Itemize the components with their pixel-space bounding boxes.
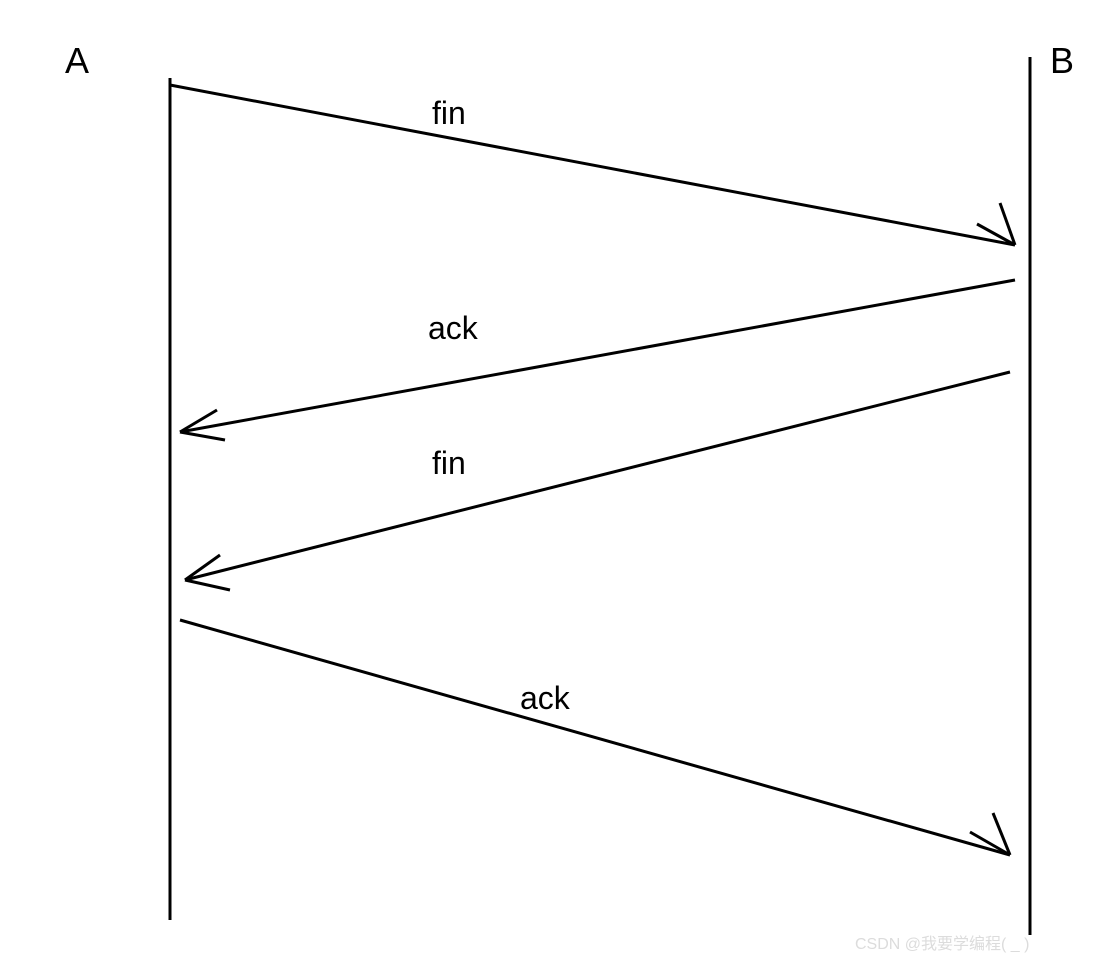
arrow-ack-2-line	[180, 620, 1010, 855]
arrow-fin-2-line	[185, 372, 1010, 580]
watermark-text: CSDN @我要学编程( _ )	[855, 930, 1029, 954]
message-label-fin-2: fin	[432, 445, 466, 482]
diagram-svg	[0, 0, 1116, 957]
endpoint-label-a: A	[65, 40, 89, 82]
arrow-fin-1-line	[170, 85, 1015, 245]
message-label-fin-1: fin	[432, 95, 466, 132]
endpoint-label-b: B	[1050, 40, 1074, 82]
message-label-ack-1: ack	[428, 310, 478, 347]
message-label-ack-2: ack	[520, 680, 570, 717]
arrow-ack-1-head-b	[180, 432, 225, 440]
arrow-ack-1-line	[180, 280, 1015, 432]
sequence-diagram: A B fin ack fin ack CSDN @我要学编程( _ )	[0, 0, 1116, 957]
arrow-fin-2-head-b	[185, 580, 230, 590]
